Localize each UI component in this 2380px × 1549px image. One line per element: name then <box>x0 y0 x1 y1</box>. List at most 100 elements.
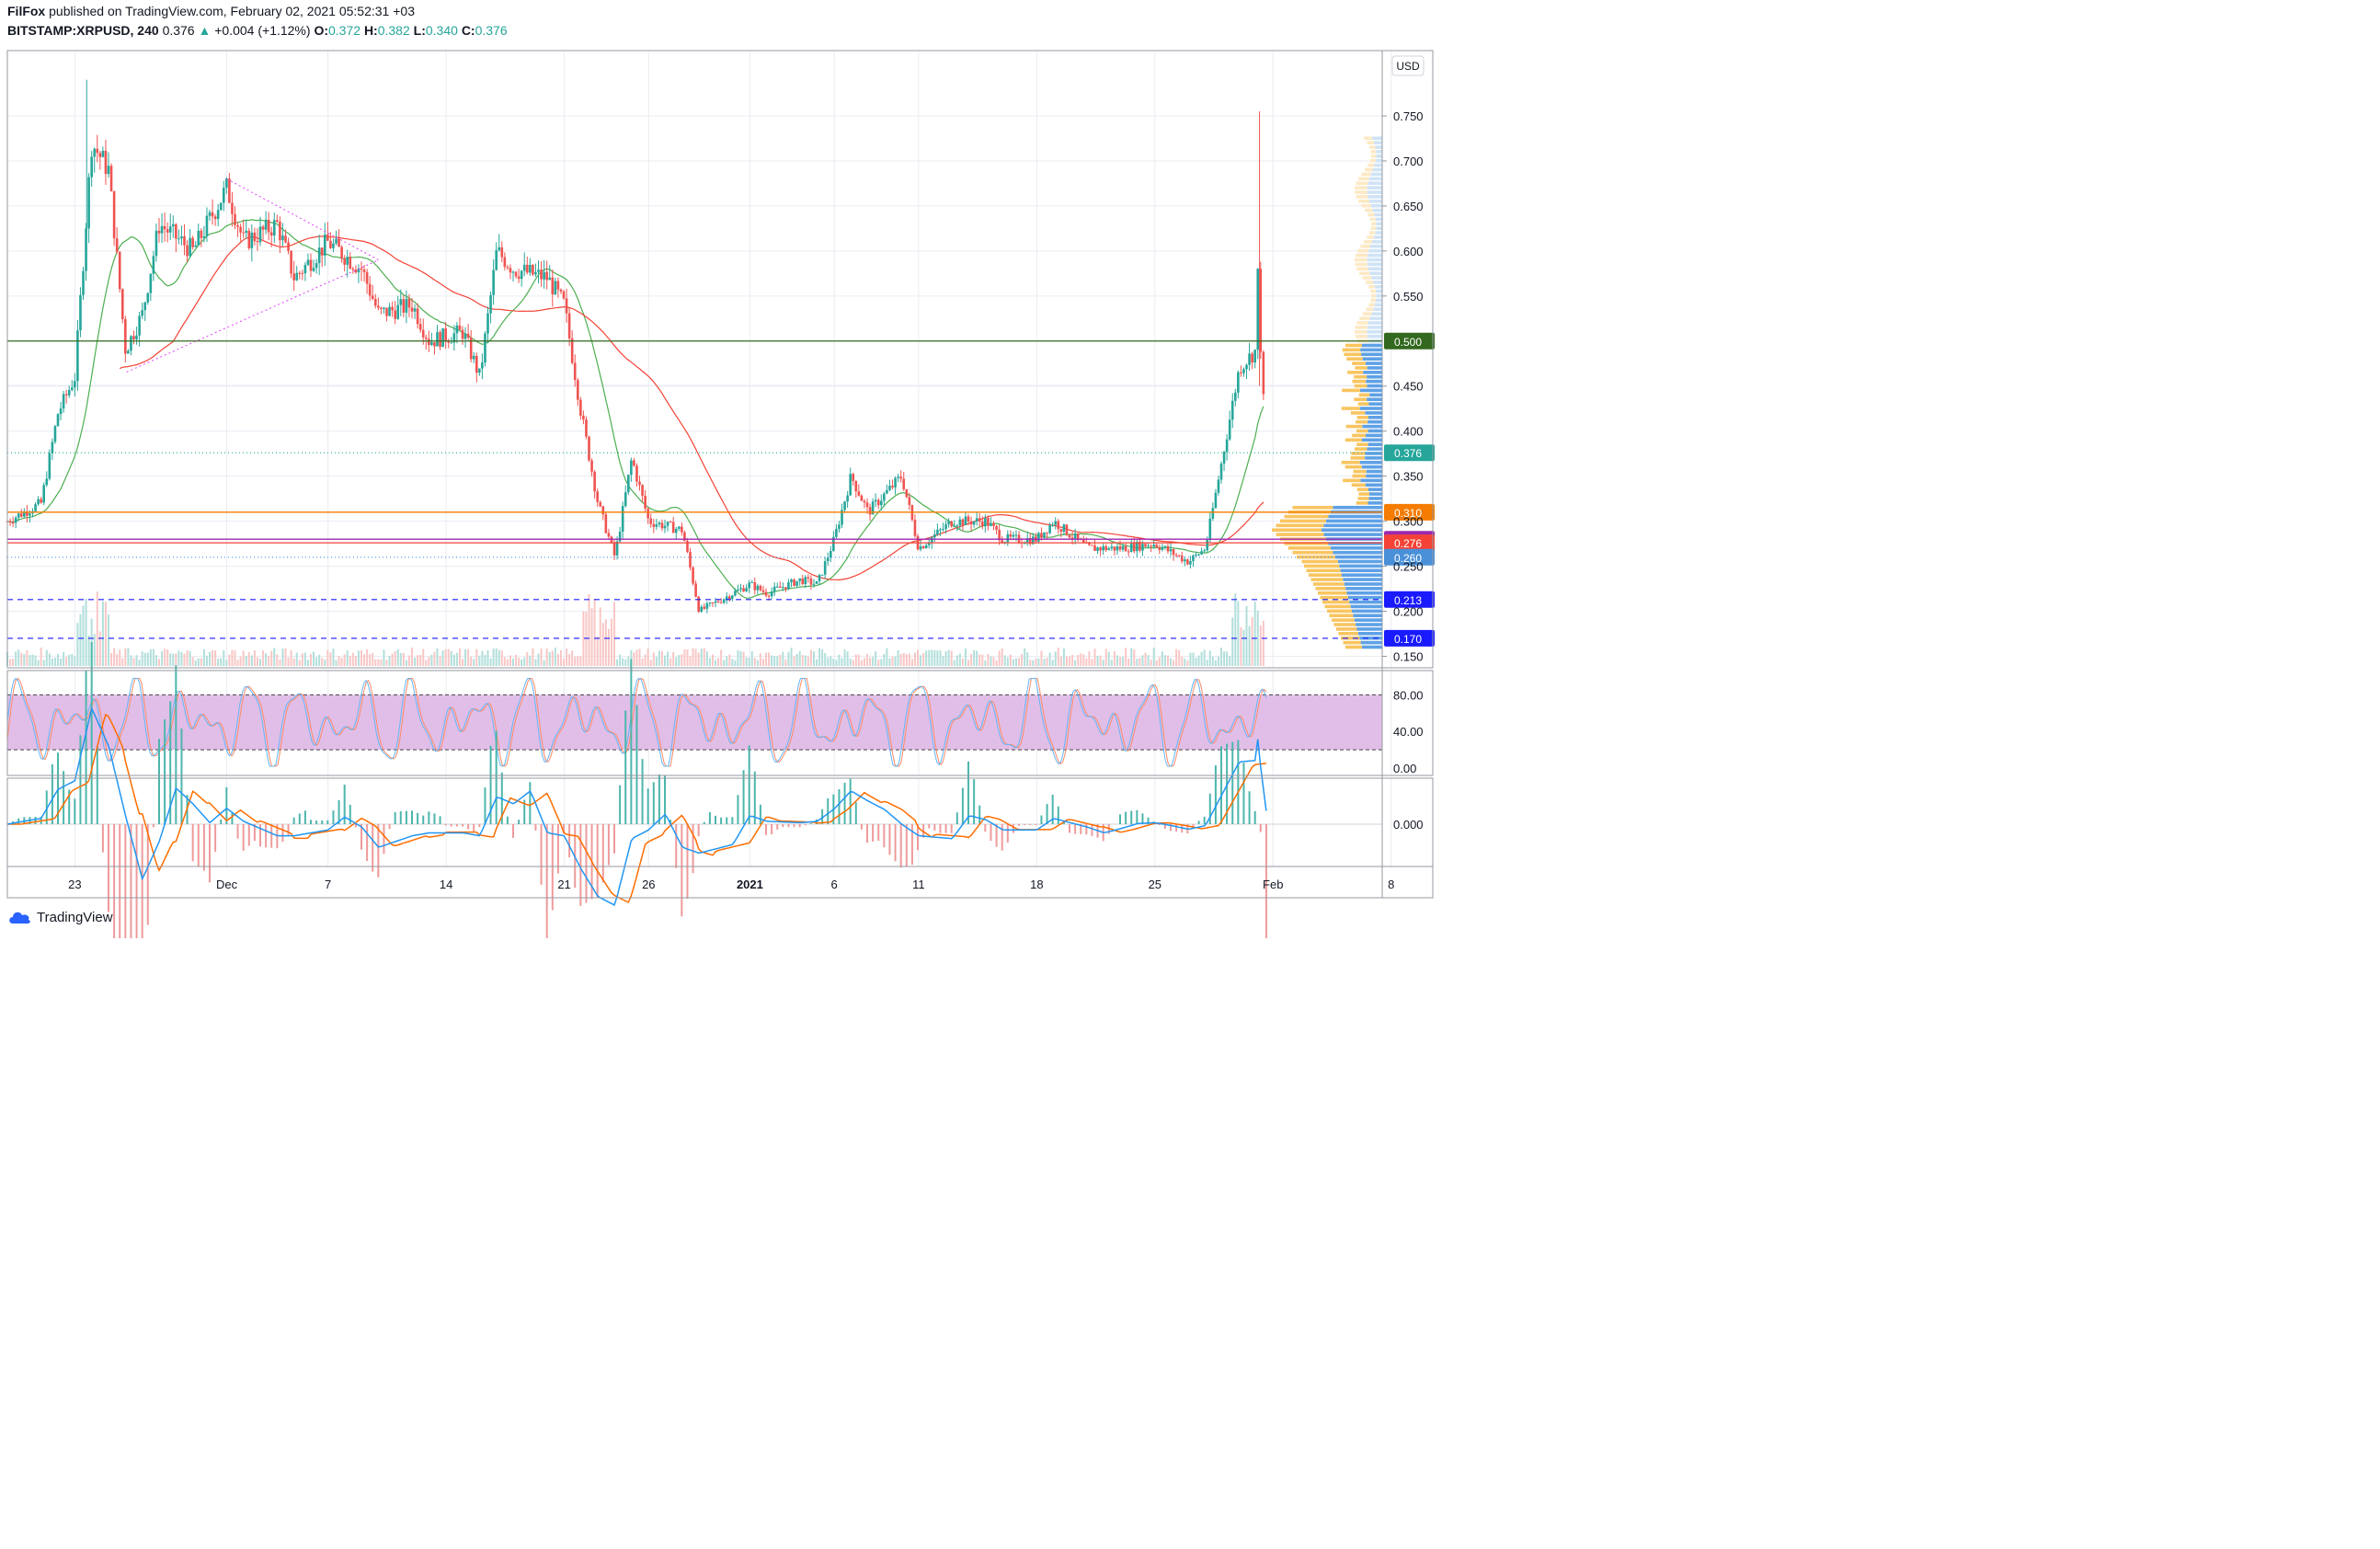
volume-bar <box>403 653 405 666</box>
volume-bar <box>1037 659 1039 666</box>
volume-bar <box>40 648 42 666</box>
candle-body <box>891 486 894 488</box>
volume-bar <box>746 658 748 666</box>
profile-bar-down <box>1276 524 1324 528</box>
candle-body <box>352 269 355 270</box>
candle-body <box>816 581 818 584</box>
volume-bar <box>1141 655 1143 666</box>
profile-bar-down <box>1355 186 1367 189</box>
volume-bar <box>1063 648 1065 666</box>
macd-histogram-bar <box>635 705 637 824</box>
candle-body <box>459 326 462 330</box>
macd-histogram-bar <box>203 824 205 871</box>
volume-bar <box>611 619 612 666</box>
profile-bar-up <box>1375 285 1382 289</box>
candle-body <box>599 502 601 507</box>
candle-body <box>172 224 175 226</box>
profile-bar-down <box>1351 456 1365 460</box>
volume-bar <box>108 614 109 666</box>
candle-body <box>268 220 270 233</box>
candle-body <box>585 419 588 437</box>
macd-histogram-bar <box>608 824 610 866</box>
macd-histogram-bar <box>1035 824 1036 825</box>
volume-bar <box>23 654 25 666</box>
ma-red-line <box>120 236 1264 579</box>
profile-bar-down <box>1327 610 1352 614</box>
candle-body <box>742 588 745 591</box>
candle-body <box>995 526 998 530</box>
candle-body <box>762 591 765 592</box>
profile-bar-down <box>1367 235 1373 239</box>
profile-bar-down <box>1280 520 1326 523</box>
candle-body <box>1125 546 1127 552</box>
volume-bar <box>852 660 854 666</box>
candle-body <box>475 356 478 373</box>
candle-body <box>728 596 731 599</box>
candle-body <box>1082 540 1085 543</box>
profile-bar-down <box>1313 582 1344 586</box>
profile-bar-up <box>1366 434 1382 438</box>
volume-bar <box>20 653 22 666</box>
candle-body <box>132 336 135 339</box>
candle-body <box>813 584 816 585</box>
volume-bar <box>212 650 213 666</box>
candle-body <box>962 520 965 525</box>
volume-bar <box>377 660 379 666</box>
candle-body <box>338 239 340 247</box>
volume-bar <box>532 648 533 666</box>
volume-bar <box>900 654 902 666</box>
macd-histogram-bar <box>760 805 761 824</box>
macd-histogram-bar <box>956 812 958 824</box>
volume-bar <box>692 648 694 666</box>
volume-bar <box>189 651 191 666</box>
volume-bar <box>566 648 567 666</box>
profile-bar-down <box>1345 344 1362 348</box>
profile-bar-down <box>1356 267 1367 270</box>
y-tick-label: 0.700 <box>1393 155 1424 168</box>
macd-histogram-bar <box>1029 824 1031 825</box>
profile-bar-up <box>1359 637 1382 640</box>
triangle-pattern[interactable] <box>125 179 378 373</box>
horizontal-levels[interactable]: 0.5000.3760.3100.2800.2760.2600.2130.170 <box>7 333 1435 647</box>
macd-histogram-bar <box>731 817 733 824</box>
candle-body <box>245 231 247 233</box>
volume-bar <box>1159 657 1161 666</box>
brand-name[interactable]: TradingView <box>37 910 113 925</box>
candle-body <box>627 475 630 492</box>
profile-bar-up <box>1368 488 1382 491</box>
candle-body <box>396 305 399 319</box>
volume-bar <box>892 657 894 666</box>
volume-bar <box>445 649 447 666</box>
currency-button[interactable]: USD <box>1392 56 1424 75</box>
profile-bar-up <box>1341 568 1382 572</box>
candle-body <box>220 202 223 210</box>
volume-bar <box>285 648 287 666</box>
candle-body <box>1116 546 1119 550</box>
profile-bar-up <box>1373 209 1382 212</box>
volume-bar <box>1058 648 1059 666</box>
profile-bar-up <box>1376 299 1382 303</box>
volume-bar <box>965 648 967 666</box>
volume-bar <box>374 660 376 666</box>
profile-bar-down <box>1356 420 1367 424</box>
profile-bar-up <box>1335 556 1382 559</box>
candle-body <box>984 518 987 526</box>
y-tick-label: 0.450 <box>1393 380 1424 394</box>
volume-bar <box>1246 606 1248 666</box>
candle-body <box>804 577 807 584</box>
volume-bar <box>203 649 205 666</box>
volume-bar <box>417 655 418 666</box>
candle-body <box>909 497 911 505</box>
candle-body <box>537 270 540 272</box>
profile-bar-down <box>1354 397 1367 401</box>
candle-body <box>1256 269 1259 350</box>
candle-body <box>183 236 186 246</box>
candle-body <box>60 408 63 414</box>
volume-bar <box>1066 657 1068 666</box>
volume-bar <box>281 648 283 666</box>
candle-body <box>1013 535 1015 537</box>
volume-bar <box>754 658 756 666</box>
candle-body <box>748 582 750 588</box>
macd-histogram-bar <box>304 810 306 824</box>
chart-canvas[interactable]: 0.5000.3760.3100.2800.2760.2600.2130.170… <box>0 0 1442 938</box>
